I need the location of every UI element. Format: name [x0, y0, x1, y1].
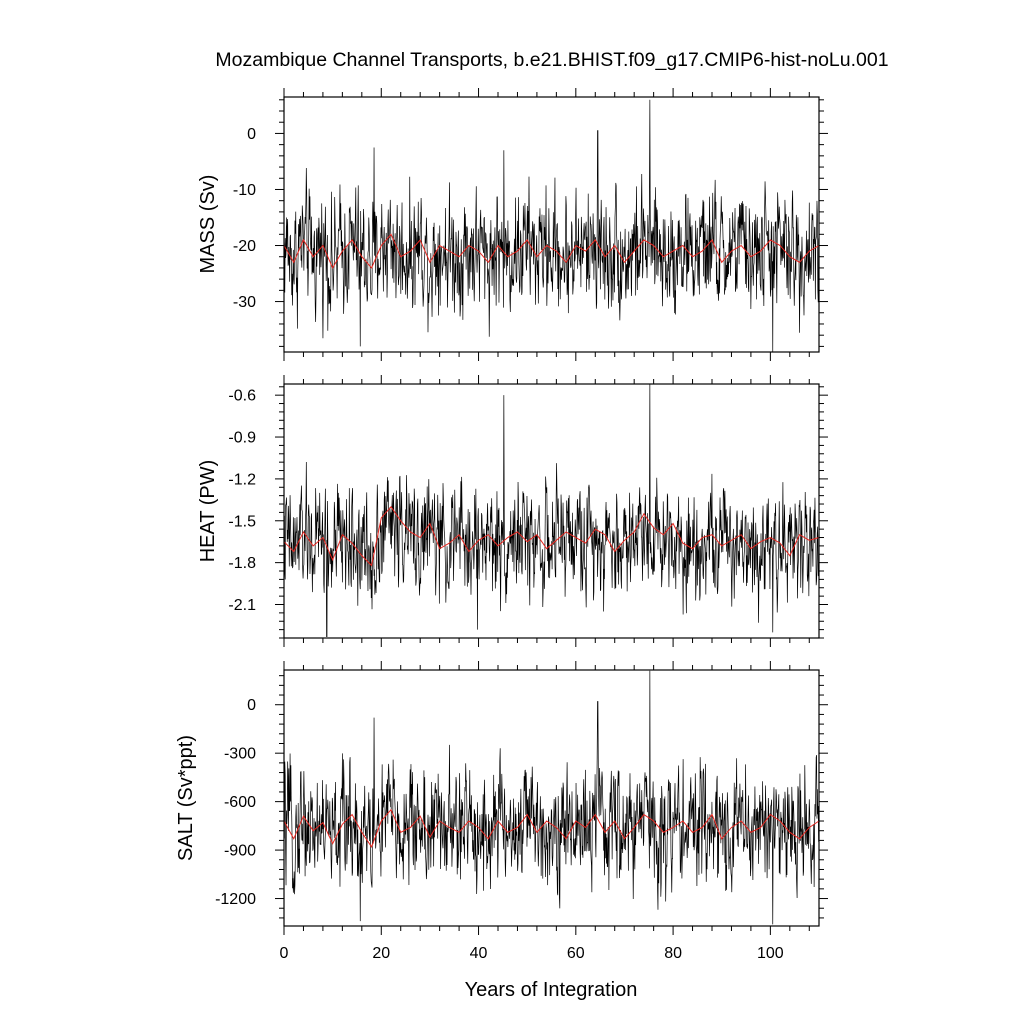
x-axis-label: Years of Integration	[465, 979, 638, 1001]
y-tick-label-heat: -0.6	[228, 388, 256, 405]
x-tick-label: 100	[757, 945, 784, 962]
chart-title: Mozambique Channel Transports, b.e21.BHI…	[215, 49, 888, 71]
y-tick-label-salt: 0	[247, 697, 256, 714]
x-tick-label: 60	[567, 945, 585, 962]
y-tick-label-mass: -10	[233, 182, 256, 199]
panel-mass: MASS (Sv) -30 -20 -10 0	[197, 88, 828, 361]
raw-series-line-heat	[283, 383, 820, 637]
plot-frame-mass	[283, 96, 820, 353]
x-tick-label: 20	[372, 945, 390, 962]
y-tick-label-salt: -1200	[215, 891, 256, 908]
y-tick-label-heat: -2.1	[228, 597, 256, 614]
plot-frame-salt	[283, 669, 820, 927]
plot-frame-heat	[283, 383, 820, 639]
smoothed-series-line-mass	[283, 233, 820, 270]
y-tick-label-heat: -1.8	[228, 555, 256, 572]
y-tick-label-heat: -1.5	[228, 513, 256, 530]
x-tick-label: 0	[280, 945, 289, 962]
y-axis-label-salt: SALT (Sv*ppt)	[175, 735, 197, 861]
smoothed-series-line-salt	[283, 808, 820, 848]
y-axis-label-mass: MASS (Sv)	[197, 175, 219, 274]
y-tick-label-mass: -30	[233, 294, 256, 311]
y-tick-label-heat: -1.2	[228, 471, 256, 488]
y-tick-label-salt: -300	[224, 746, 256, 763]
panel-salt: SALT (Sv*ppt) -1200 -900 -600 -300 0 0 20 40 60 8…	[175, 661, 828, 962]
y-tick-label-mass: 0	[247, 126, 256, 143]
y-tick-label-salt: -900	[224, 843, 256, 860]
raw-series-line-salt	[283, 670, 820, 925]
panel-heat: HEAT (PW) -2.1 -1.8 -1.5 -1.2 -0.9 -0.6	[197, 375, 828, 647]
y-tick-label-salt: -600	[224, 794, 256, 811]
y-tick-label-mass: -20	[233, 238, 256, 255]
raw-series-line-mass	[283, 99, 820, 353]
x-tick-label: 80	[664, 945, 682, 962]
y-tick-label-heat: -0.9	[228, 430, 256, 447]
smoothed-series-line-heat	[283, 505, 820, 567]
y-axis-label-heat: HEAT (PW)	[197, 460, 219, 563]
x-tick-label: 40	[470, 945, 488, 962]
